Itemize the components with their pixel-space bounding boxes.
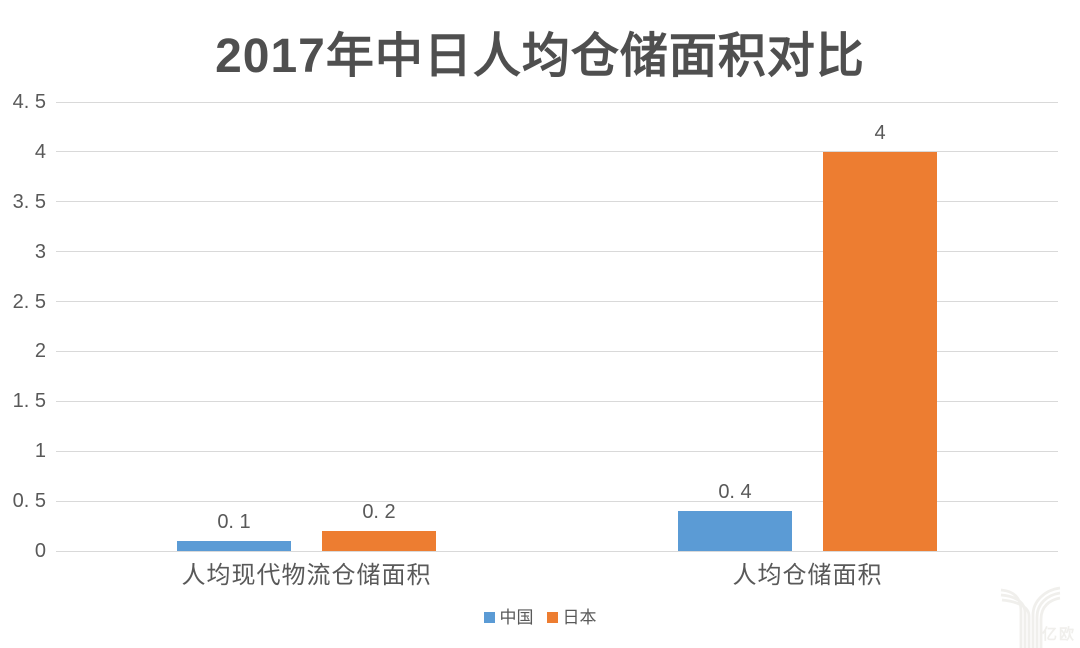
y-axis-tick-label: 0. 5 xyxy=(12,490,46,513)
yiou-logo-icon xyxy=(1000,586,1061,648)
chart-title: 2017年中日人均仓储面积对比 xyxy=(215,30,865,83)
y-axis-tick-label: 4. 5 xyxy=(12,91,46,113)
y-axis-tick-label: 1. 5 xyxy=(12,390,46,413)
gridline xyxy=(56,450,1058,452)
x-axis-category-label: 人均现代物流仓储面积 xyxy=(181,562,432,589)
x-axis-category-label: 人均仓储面积 xyxy=(732,562,883,589)
y-axis-tick-label: 2. 5 xyxy=(12,290,46,313)
y-axis-tick-label: 1 xyxy=(34,440,46,463)
legend-swatch-japan xyxy=(546,612,558,623)
gridline xyxy=(56,101,1058,103)
gridline xyxy=(56,151,1058,153)
bar-value-label: 4 xyxy=(874,122,886,144)
y-axis-tick-label: 3. 5 xyxy=(12,190,46,213)
legend-item-china: 中国 xyxy=(483,608,534,627)
gridline xyxy=(56,251,1058,253)
gridline xyxy=(56,500,1058,502)
bar-china-category2 xyxy=(678,511,792,551)
legend: 中国 日本 xyxy=(0,609,1080,626)
gridline xyxy=(56,550,1058,552)
gridline xyxy=(56,400,1058,402)
bar-value-label: 0. 4 xyxy=(718,481,752,503)
watermark-text: 亿欧 xyxy=(1041,626,1076,643)
legend-label: 日本 xyxy=(562,608,597,627)
bar-japan-category2 xyxy=(823,152,937,551)
plot-area: 0 0. 5 1 1. 5 2 2. 5 3 3. 5 4 4. 5 人均现代物流仓储面积 0. 1 0… xyxy=(13,91,1058,589)
y-axis-tick-label: 2 xyxy=(34,340,46,363)
legend-swatch-china xyxy=(483,612,495,623)
y-axis-tick-label: 0 xyxy=(34,540,46,562)
bar-china-category1 xyxy=(177,541,291,551)
gridline xyxy=(56,301,1058,303)
legend-item-japan: 日本 xyxy=(546,608,597,627)
watermark-logo: 亿欧 xyxy=(1000,584,1078,648)
bar-value-label: 0. 2 xyxy=(362,501,396,523)
gridline xyxy=(56,201,1058,203)
y-axis-tick-label: 4 xyxy=(34,140,46,163)
bar-value-label: 0. 1 xyxy=(217,511,251,533)
y-axis-tick-label: 3 xyxy=(34,240,46,263)
gridline xyxy=(56,350,1058,352)
legend-label: 中国 xyxy=(499,608,534,627)
bar-japan-category1 xyxy=(322,531,436,551)
